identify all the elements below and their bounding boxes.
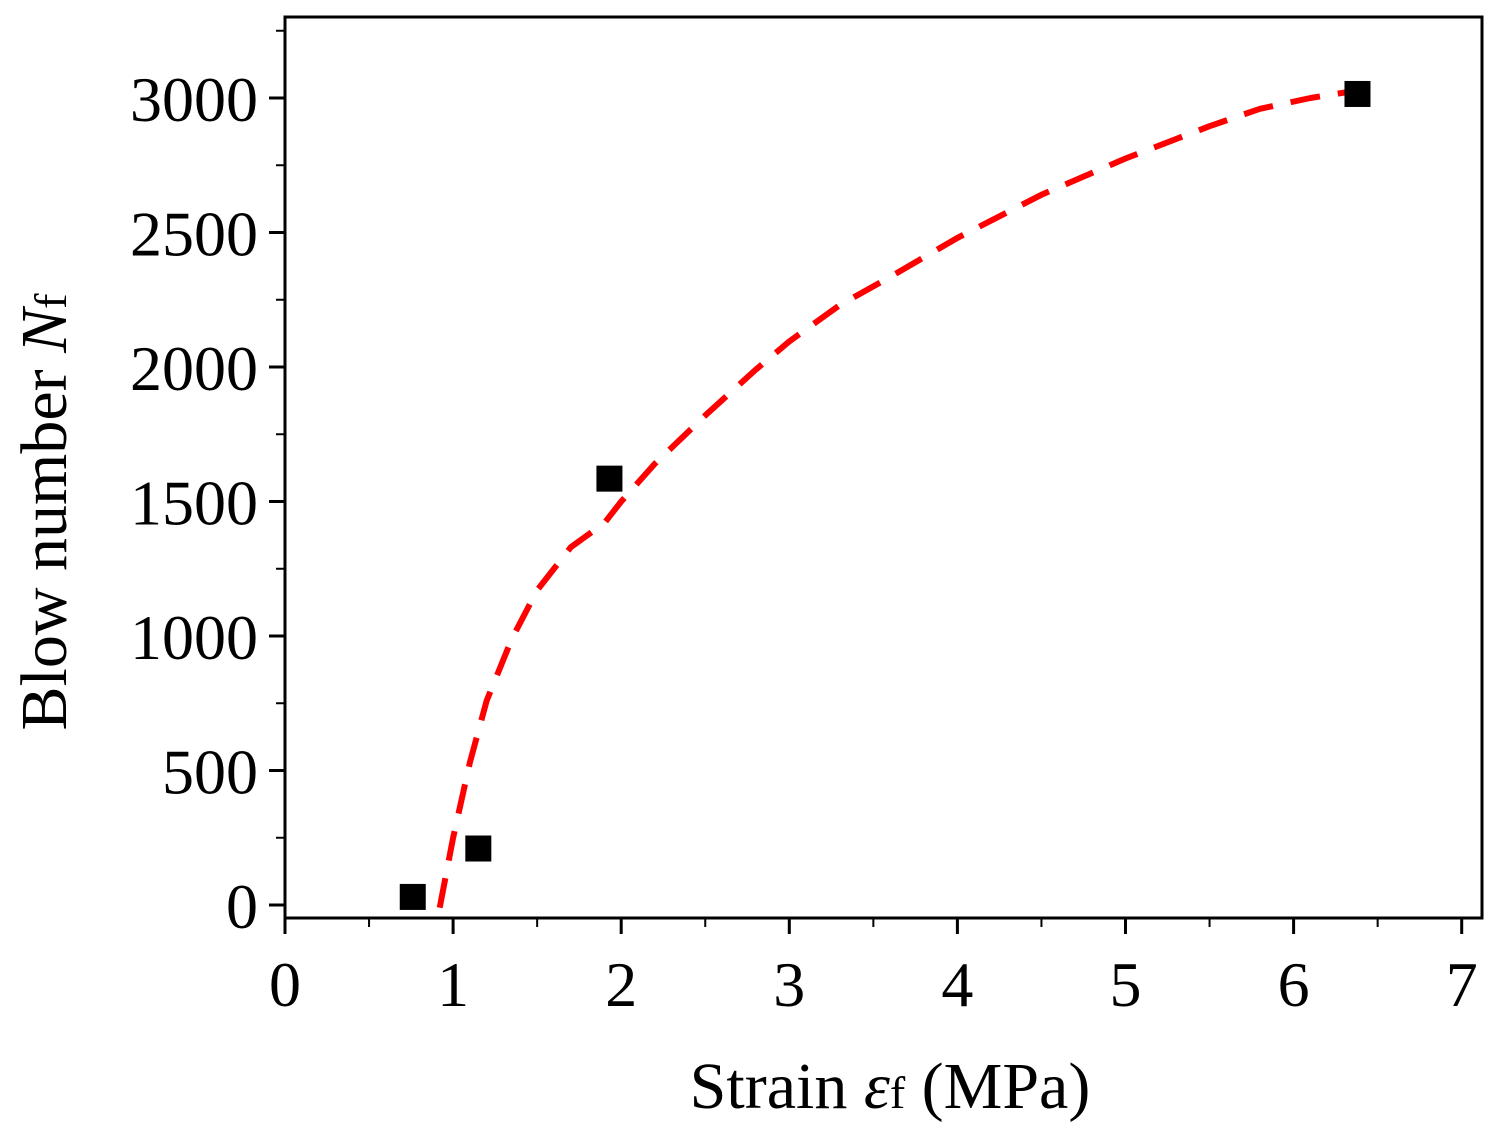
data-point-square [596,465,623,492]
y-tick-label: 3000 [130,64,258,135]
data-point-square [465,835,492,862]
fit-curve [436,86,1362,909]
y-axis-title-prefix: Blow number [8,353,81,731]
y-axis-ticks: 0 500 1000 1500 2000 2500 3000 [130,29,285,942]
y-axis-title-symbol: N [8,305,81,354]
x-axis-title-suffix: (MPa) [905,1050,1090,1123]
y-tick-label: 0 [226,871,258,942]
y-axis-title-subscript: f [25,293,76,309]
y-axis-title: Blow number Nf [8,293,81,731]
y-tick-label: 500 [162,737,258,808]
x-axis-ticks: 0 1 2 3 4 5 6 7 [269,918,1478,1020]
x-tick-label: 6 [1278,949,1310,1020]
x-tick-label: 4 [941,949,973,1020]
y-tick-label: 2500 [130,199,258,270]
x-tick-label: 2 [605,949,637,1020]
data-points [399,80,1371,910]
x-axis-title-symbol: ε [864,1050,890,1123]
fit-curve-line [436,86,1362,909]
y-tick-label: 2000 [130,333,258,404]
x-tick-label: 5 [1110,949,1142,1020]
x-tick-label: 7 [1446,949,1478,1020]
data-point-square [399,883,426,910]
x-tick-label: 3 [773,949,805,1020]
x-tick-label: 1 [437,949,469,1020]
x-axis-title: Strain εf (MPa) [690,1050,1091,1123]
y-tick-label: 1000 [130,602,258,673]
plot-area-frame [283,15,1484,920]
y-tick-label: 1500 [130,468,258,539]
x-axis-title-prefix: Strain [690,1050,864,1123]
data-point-square [1344,80,1371,107]
x-tick-label: 0 [269,949,301,1020]
x-axis-title-subscript: f [890,1067,906,1118]
